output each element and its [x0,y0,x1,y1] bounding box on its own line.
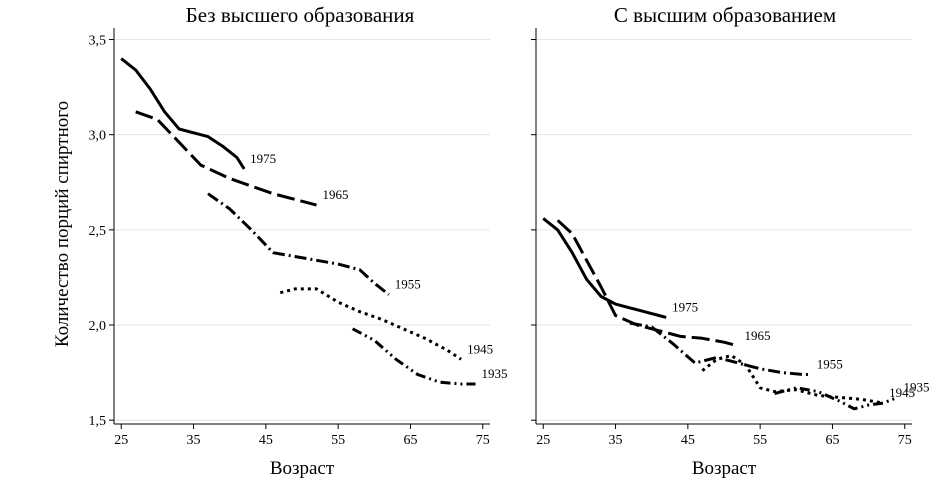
panel-title: Без высшего образования [186,3,415,27]
series-line-1975 [120,57,246,170]
series-label-1945: 1945 [467,341,493,356]
y-axis-label: Количество порций спиртного [52,101,73,347]
y-tick-label: 3,0 [89,129,107,144]
panel-title: С высшим образованием [614,3,836,27]
series-label-1945: 1945 [889,385,915,400]
y-tick-label: 3,5 [89,34,107,49]
series-label-1965: 1965 [744,328,770,343]
x-tick-label: 65 [825,433,839,448]
y-tick-label: 1,5 [89,414,107,429]
series-line-1965 [135,110,317,207]
x-tick-label: 25 [536,433,550,448]
series-line-1965 [556,219,739,348]
series-label-1965: 1965 [322,187,348,202]
series-line-1935 [351,327,476,386]
y-tick-label: 2,0 [89,319,107,334]
x-tick-label: 45 [681,433,695,448]
x-axis-label: Возраст [270,458,335,479]
x-tick-label: 35 [609,433,623,448]
x-tick-label: 75 [898,433,912,448]
series-line-1945 [279,287,462,361]
y-tick-label: 2,5 [89,224,107,239]
x-tick-label: 35 [187,433,201,448]
series-label-1975: 1975 [250,151,276,166]
series-label-1955: 1955 [395,277,421,292]
x-tick-label: 45 [259,433,273,448]
series-line-1955 [629,321,811,376]
series-label-1975: 1975 [672,299,698,314]
x-tick-label: 55 [331,433,345,448]
x-tick-label: 75 [476,433,490,448]
series-line-1975 [542,217,667,319]
series-line-1945 [701,354,884,405]
panel-1: Без высшего образования 1,5 2,0 2,5 3,0 3,5 25… [89,3,508,479]
x-tick-label: 25 [114,433,128,448]
x-tick-label: 65 [403,433,417,448]
series-label-1955: 1955 [817,357,843,372]
x-axis-label: Возраст [692,458,757,479]
series-line-1935 [774,386,899,411]
series-line-1955 [207,192,390,296]
series-label-1935: 1935 [904,379,930,394]
panel-2: С высшим образованием 25 35 45 55 65 75 Возраст… [531,3,930,479]
series-label-1935: 1935 [482,366,508,381]
x-tick-label: 55 [753,433,767,448]
